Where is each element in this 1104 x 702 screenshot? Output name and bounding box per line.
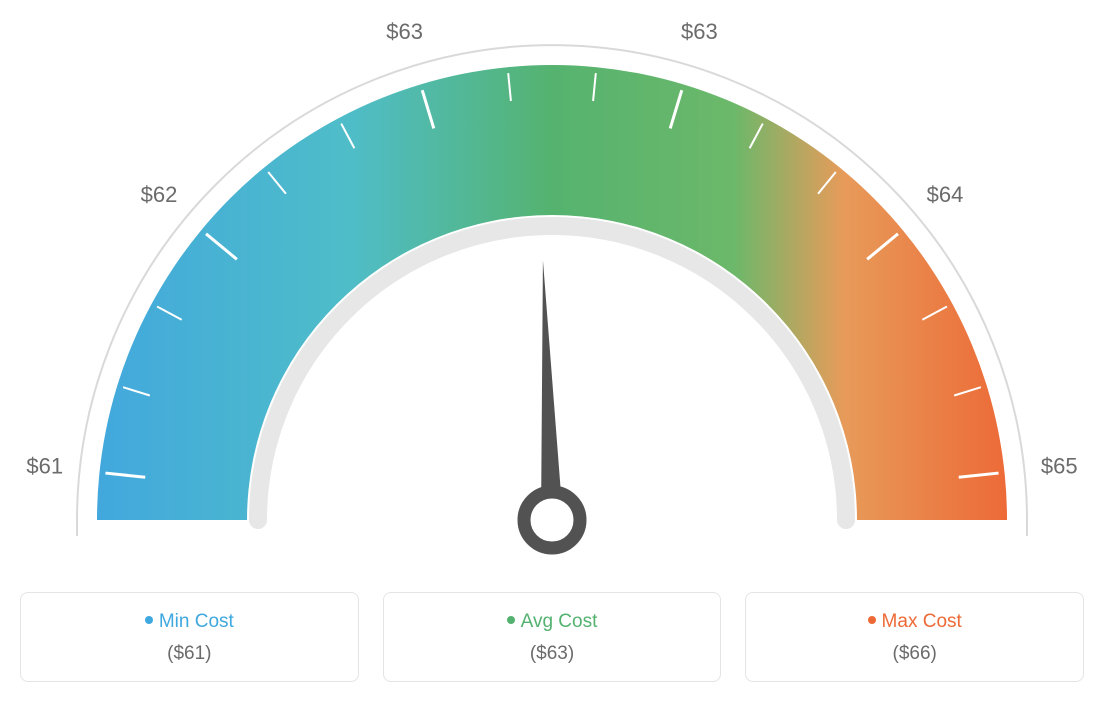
legend-label: Min Cost (31, 611, 348, 633)
legend-row: Min Cost ($61) Avg Cost ($63) Max Cost ($66) (20, 592, 1084, 682)
legend-label-text: Min Cost (159, 611, 234, 632)
legend-dot-icon (507, 616, 515, 624)
gauge-tick-label: $63 (386, 20, 423, 44)
gauge-svg: $61 $62 $63 $63 $64 $65 (20, 20, 1084, 580)
gauge-tick-label: $64 (927, 182, 964, 207)
legend-label: Max Cost (756, 611, 1073, 633)
legend-label: Avg Cost (394, 611, 711, 633)
gauge-tick-label: $61 (26, 454, 63, 479)
cost-gauge-chart: $61 $62 $63 $63 $64 $65 Min Cost ($61) Avg Cost… (20, 20, 1084, 682)
legend-dot-icon (868, 616, 876, 624)
gauge-tick-label: $62 (141, 182, 178, 207)
gauge-needle-hub (524, 492, 580, 548)
gauge-needle (541, 260, 563, 520)
legend-dot-icon (145, 616, 153, 624)
gauge-tick-label: $63 (681, 20, 718, 44)
legend-label-text: Avg Cost (521, 611, 598, 632)
legend-card-avg: Avg Cost ($63) (383, 592, 722, 682)
legend-label-text: Max Cost (882, 611, 962, 632)
legend-value: ($66) (756, 643, 1073, 665)
legend-card-min: Min Cost ($61) (20, 592, 359, 682)
gauge-tick-label: $65 (1041, 454, 1078, 479)
gauge-area: $61 $62 $63 $63 $64 $65 (20, 20, 1084, 580)
legend-value: ($63) (394, 643, 711, 665)
legend-value: ($61) (31, 643, 348, 665)
legend-card-max: Max Cost ($66) (745, 592, 1084, 682)
